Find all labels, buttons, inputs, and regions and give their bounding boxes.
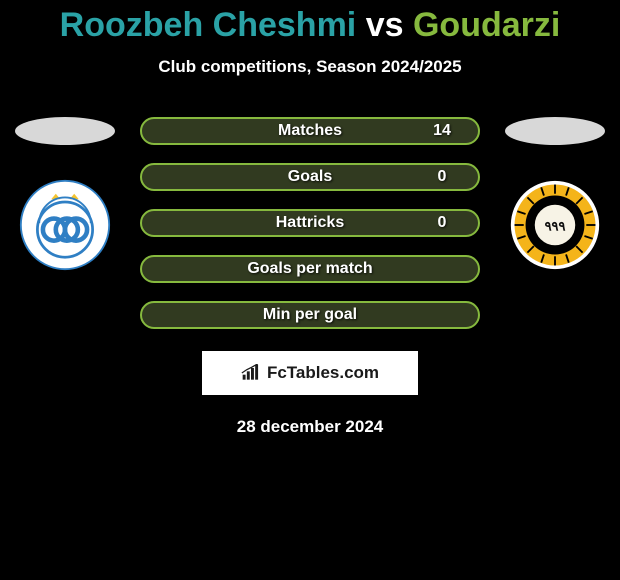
stat-right-value: 0 xyxy=(422,168,462,186)
vs-word: vs xyxy=(366,6,404,44)
brand-text: FcTables.com xyxy=(267,363,379,383)
right-column: ۹۹۹ xyxy=(500,117,610,275)
stat-row: Goals per match xyxy=(140,255,480,283)
left-club-logo xyxy=(15,175,115,275)
stat-row: Matches14 xyxy=(140,117,480,145)
player1-avatar-placeholder xyxy=(15,117,115,145)
right-club-logo: ۹۹۹ xyxy=(505,175,605,275)
main-area: Matches14Goals0Hattricks0Goals per match… xyxy=(0,117,620,329)
player2-avatar-placeholder xyxy=(505,117,605,145)
date-line: 28 december 2024 xyxy=(237,417,384,437)
stat-label: Hattricks xyxy=(198,214,422,232)
stats-column: Matches14Goals0Hattricks0Goals per match… xyxy=(140,117,480,329)
stat-row: Hattricks0 xyxy=(140,209,480,237)
stat-row: Goals0 xyxy=(140,163,480,191)
stat-label: Goals xyxy=(198,168,422,186)
stat-label: Min per goal xyxy=(198,306,422,324)
stat-right-value: 0 xyxy=(422,214,462,232)
stat-label: Goals per match xyxy=(198,260,422,278)
stat-row: Min per goal xyxy=(140,301,480,329)
player2-name: Goudarzi xyxy=(413,6,560,44)
footer: FcTables.com 28 december 2024 xyxy=(0,351,620,437)
svg-text:۹۹۹: ۹۹۹ xyxy=(545,219,566,234)
esteghlal-logo-icon xyxy=(19,175,111,275)
stat-label: Matches xyxy=(198,122,422,140)
root-container: Roozbeh Cheshmi vs Goudarzi Club competi… xyxy=(0,0,620,437)
bar-chart-icon xyxy=(241,364,261,382)
player1-name: Roozbeh Cheshmi xyxy=(60,6,357,44)
page-title: Roozbeh Cheshmi vs Goudarzi xyxy=(0,6,620,45)
sepahan-logo-icon: ۹۹۹ xyxy=(509,175,601,275)
brand-box[interactable]: FcTables.com xyxy=(202,351,418,395)
left-column xyxy=(10,117,120,275)
subtitle: Club competitions, Season 2024/2025 xyxy=(0,57,620,77)
stat-right-value: 14 xyxy=(422,122,462,140)
